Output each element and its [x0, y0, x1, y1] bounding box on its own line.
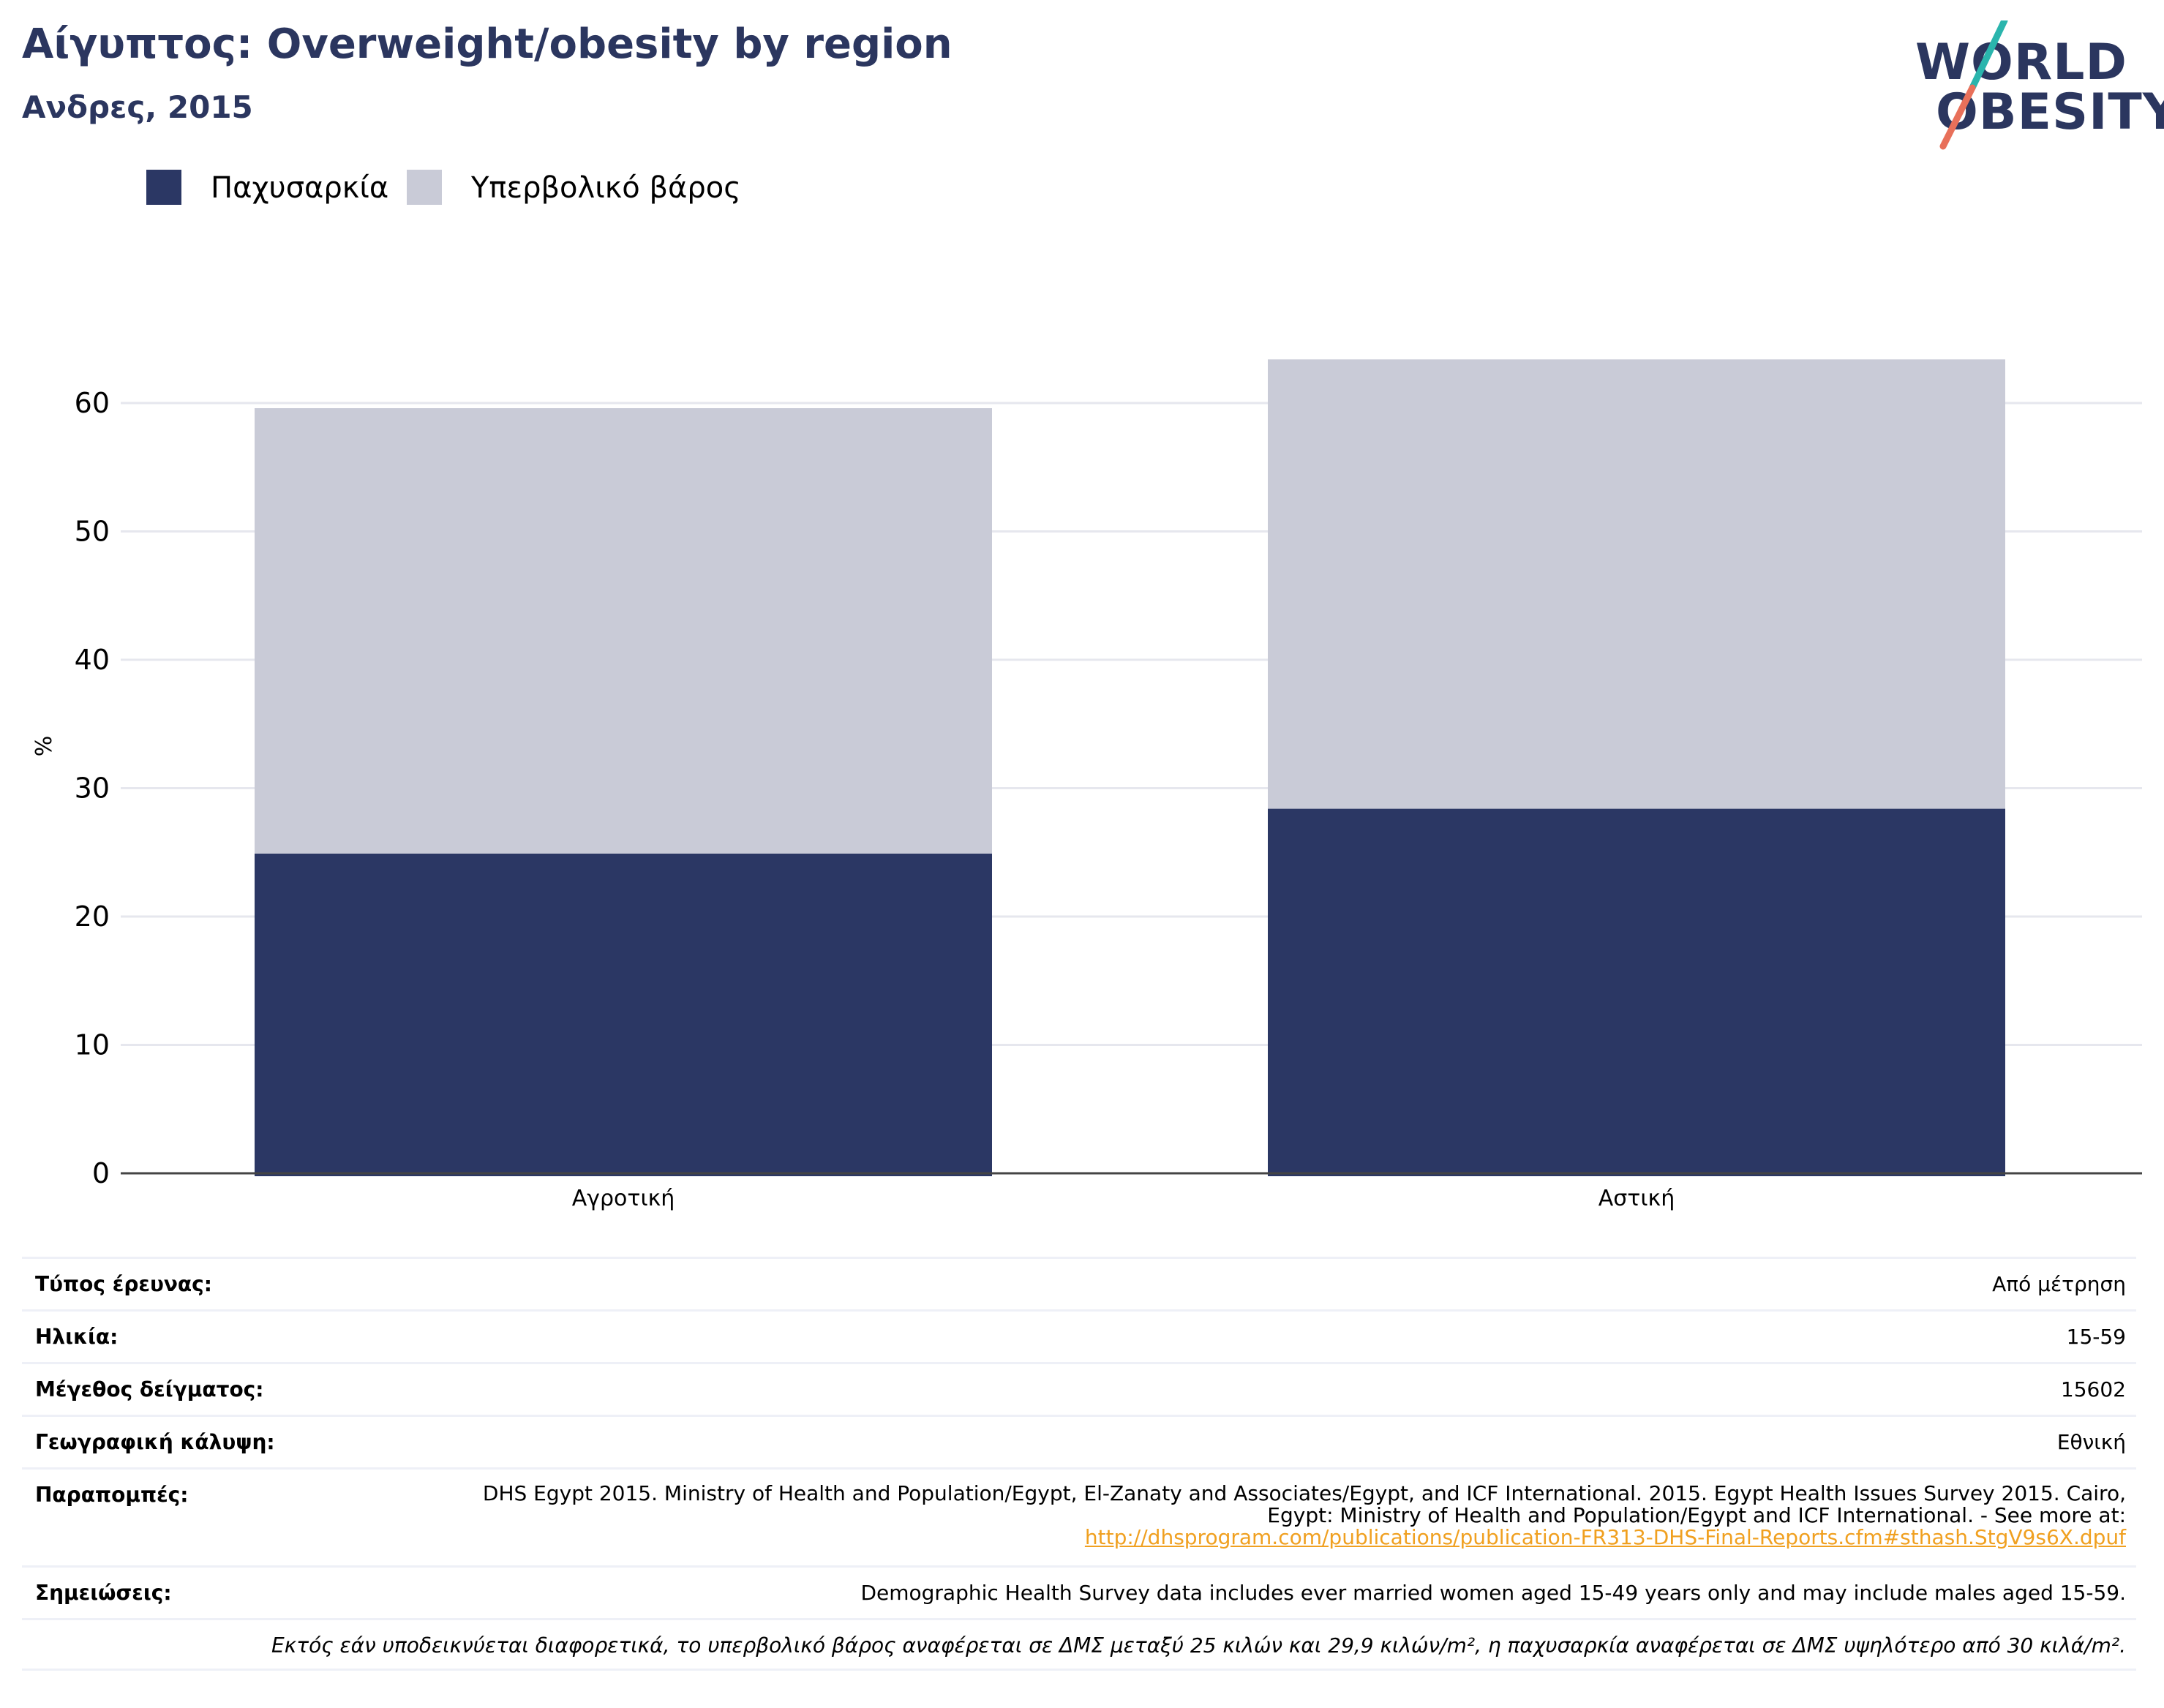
x-tick-label: Αγροτική [572, 1186, 675, 1211]
meta-value-geographic-coverage: Εθνική [2056, 1430, 2126, 1454]
meta-row-footnote: Εκτός εάν υποδεικνύεται διαφορετικά, το … [22, 1618, 2136, 1671]
x-tick-label: Αστική [1598, 1186, 1675, 1211]
bar-overweight-rural [255, 408, 992, 854]
meta-label-survey-type: Τύπος έρευνας: [35, 1272, 212, 1296]
world-obesity-logo: WORLD OBESITY [1902, 20, 2164, 152]
meta-value-sample-size: 15602 [2060, 1377, 2126, 1402]
meta-label-age: Ηλικία: [35, 1325, 119, 1349]
meta-label-sample-size: Μέγεθος δείγματος: [35, 1377, 264, 1402]
meta-value-references: DHS Egypt 2015. Ministry of Health and P… [443, 1483, 2126, 1549]
y-tick-label: 10 [75, 1029, 110, 1061]
meta-row-geographic-coverage: Γεωγραφική κάλυψη: Εθνική [22, 1415, 2136, 1467]
meta-value-survey-type: Από μέτρηση [1992, 1272, 2126, 1296]
y-tick-label: 30 [75, 772, 110, 805]
meta-row-sample-size: Μέγεθος δείγματος: 15602 [22, 1362, 2136, 1415]
legend-swatch-overweight [407, 170, 442, 205]
y-axis-title: % [31, 736, 57, 757]
meta-row-notes: Σημειώσεις: Demographic Health Survey da… [22, 1565, 2136, 1618]
legend-swatch-obesity [146, 170, 181, 205]
meta-label-notes: Σημειώσεις: [35, 1581, 172, 1605]
meta-row-references: Παραπομπές: DHS Egypt 2015. Ministry of … [22, 1467, 2136, 1565]
meta-label-references: Παραπομπές: [35, 1483, 189, 1507]
legend-label-overweight: Υπερβολικό βάρος [471, 171, 741, 205]
survey-metadata-table: Τύπος έρευνας: Από μέτρηση Ηλικία: 15-59… [22, 1257, 2136, 1671]
bar-chart: 0 10 20 30 40 50 60% Αγροτική Αστική [31, 359, 2142, 1211]
meta-label-geographic-coverage: Γεωγραφική κάλυψη: [35, 1430, 275, 1454]
y-tick-label: 60 [75, 387, 110, 419]
chart-title: Αίγυπτος: Overweight/obesity by region [22, 20, 953, 68]
y-tick-label: 40 [75, 644, 110, 676]
logo-word-world: WORLD [1915, 34, 2127, 91]
y-tick-label: 20 [75, 900, 110, 933]
bar-obesity-urban [1268, 808, 2005, 1176]
references-text: DHS Egypt 2015. Ministry of Health and P… [482, 1481, 2126, 1527]
meta-value-age: 15-59 [2066, 1325, 2126, 1349]
meta-row-age: Ηλικία: 15-59 [22, 1309, 2136, 1362]
logo-word-obesity: OBESITY [1936, 83, 2164, 141]
bmi-definition-footnote: Εκτός εάν υποδεικνύεται διαφορετικά, το … [271, 1633, 2126, 1658]
legend-label-obesity: Παχυσαρκία [211, 171, 389, 205]
bar-overweight-urban [1268, 359, 2005, 809]
references-link[interactable]: http://dhsprogram.com/publications/publi… [1084, 1525, 2126, 1549]
meta-row-survey-type: Τύπος έρευνας: Από μέτρηση [22, 1257, 2136, 1309]
meta-value-notes: Demographic Health Survey data includes … [860, 1581, 2126, 1605]
y-tick-label: 0 [92, 1157, 110, 1189]
y-tick-label: 50 [75, 516, 110, 548]
chart-subtitle: Ανδρες, 2015 [22, 89, 253, 125]
logo-slash-icon [1939, 20, 2008, 150]
bar-obesity-rural [255, 854, 992, 1176]
